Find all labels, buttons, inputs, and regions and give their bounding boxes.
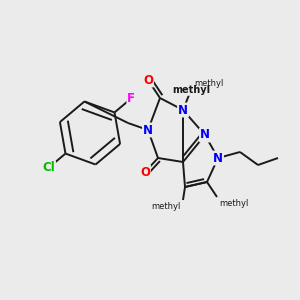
Text: methyl: methyl <box>152 202 181 211</box>
Text: F: F <box>128 92 135 105</box>
Text: methyl: methyl <box>194 79 224 88</box>
Text: methyl: methyl <box>219 199 248 208</box>
Text: O: O <box>140 166 150 178</box>
Text: methyl: methyl <box>172 85 210 95</box>
Text: N: N <box>213 152 223 164</box>
Text: N: N <box>178 103 188 116</box>
Text: O: O <box>143 74 153 86</box>
Text: Cl: Cl <box>42 161 55 174</box>
Text: N: N <box>143 124 153 136</box>
Text: N: N <box>200 128 210 142</box>
